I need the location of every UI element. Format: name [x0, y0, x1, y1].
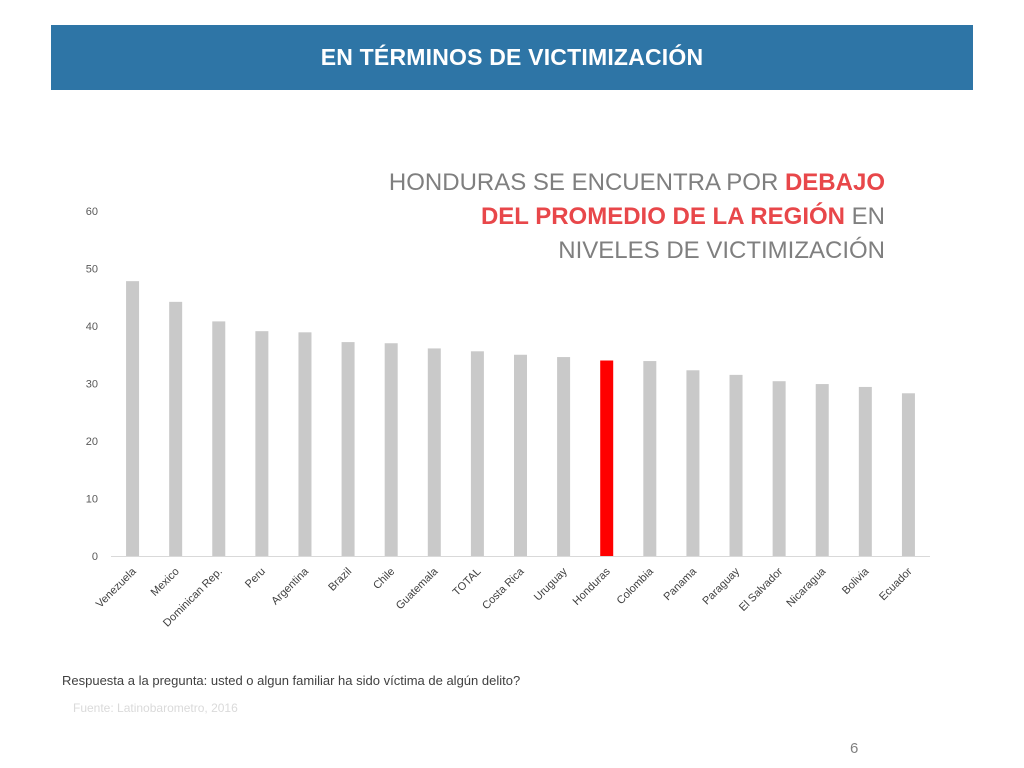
title-bar: EN TÉRMINOS DE VICTIMIZACIÓN: [51, 25, 973, 90]
bar: [298, 332, 312, 556]
bar: [815, 384, 829, 556]
x-tick-label: Uruguay: [532, 565, 570, 603]
bar: [901, 393, 915, 556]
y-tick-label: 30: [86, 379, 98, 391]
x-tick-label: TOTAL: [451, 566, 484, 599]
y-tick-label: 40: [86, 321, 98, 333]
headline-line-1-text: HONDURAS SE ENCUENTRA POR: [388, 169, 785, 196]
x-tick-label: Venezuela: [94, 565, 139, 610]
y-tick-label: 50: [86, 264, 98, 276]
survey-question: Respuesta a la pregunta: usted o algun f…: [62, 673, 521, 688]
y-tick-label: 0: [92, 551, 98, 563]
headline-line-3: NIVELES DE VICTIMIZACIÓN: [365, 234, 885, 268]
x-tick-label: Peru: [243, 566, 268, 591]
x-tick-label: Honduras: [571, 565, 614, 608]
y-tick-label: 60: [86, 206, 98, 218]
headline-highlight-1: DEBAJO: [784, 169, 885, 196]
x-tick-label: Panama: [662, 565, 700, 603]
x-tick-label: Nicaragua: [784, 565, 829, 610]
y-tick-label: 10: [86, 494, 98, 506]
x-tick-label: Brazil: [326, 566, 354, 594]
bar: [169, 301, 183, 556]
bar: [470, 351, 484, 556]
x-tick-label: Bolivia: [840, 565, 872, 597]
x-tick-label: Mexico: [149, 566, 182, 599]
bar: [772, 381, 786, 556]
x-tick-label: Ecuador: [877, 565, 915, 603]
page-number: 6: [850, 740, 859, 757]
y-tick-label: 20: [86, 436, 98, 448]
bar: [341, 342, 355, 556]
bar: [858, 386, 872, 556]
x-tick-label: Argentina: [269, 565, 311, 607]
headline-line-3-text: NIVELES DE VICTIMIZACIÓN: [558, 237, 885, 264]
bar: [643, 361, 657, 556]
bar: [557, 357, 571, 556]
bar: [729, 374, 743, 556]
bar: [384, 343, 398, 556]
bar-highlight: [600, 360, 614, 556]
bar: [255, 331, 269, 556]
x-tick-label: Colombia: [615, 565, 657, 607]
x-tick-label: El Salvador: [737, 565, 785, 613]
headline-line-1: HONDURAS SE ENCUENTRA POR DEBAJO: [365, 166, 885, 200]
x-tick-label: Costa Rica: [480, 565, 527, 612]
bar: [212, 321, 226, 556]
x-tick-label: Chile: [371, 566, 397, 592]
data-source: Fuente: Latinobarometro, 2016: [73, 701, 238, 715]
bar: [427, 348, 441, 556]
x-tick-label: Guatemala: [394, 565, 441, 612]
slide-title: EN TÉRMINOS DE VICTIMIZACIÓN: [320, 44, 704, 70]
headline: HONDURAS SE ENCUENTRA POR DEBAJO DEL PRO…: [365, 166, 885, 268]
bar: [126, 281, 140, 556]
bar: [686, 370, 700, 556]
headline-highlight-2: DEL PROMEDIO DE LA REGIÓN: [480, 203, 845, 230]
headline-line-2-text: EN: [844, 203, 885, 230]
headline-line-2: DEL PROMEDIO DE LA REGIÓN EN: [365, 200, 885, 234]
x-tick-label: Paraguay: [700, 565, 742, 607]
bar: [514, 354, 527, 556]
